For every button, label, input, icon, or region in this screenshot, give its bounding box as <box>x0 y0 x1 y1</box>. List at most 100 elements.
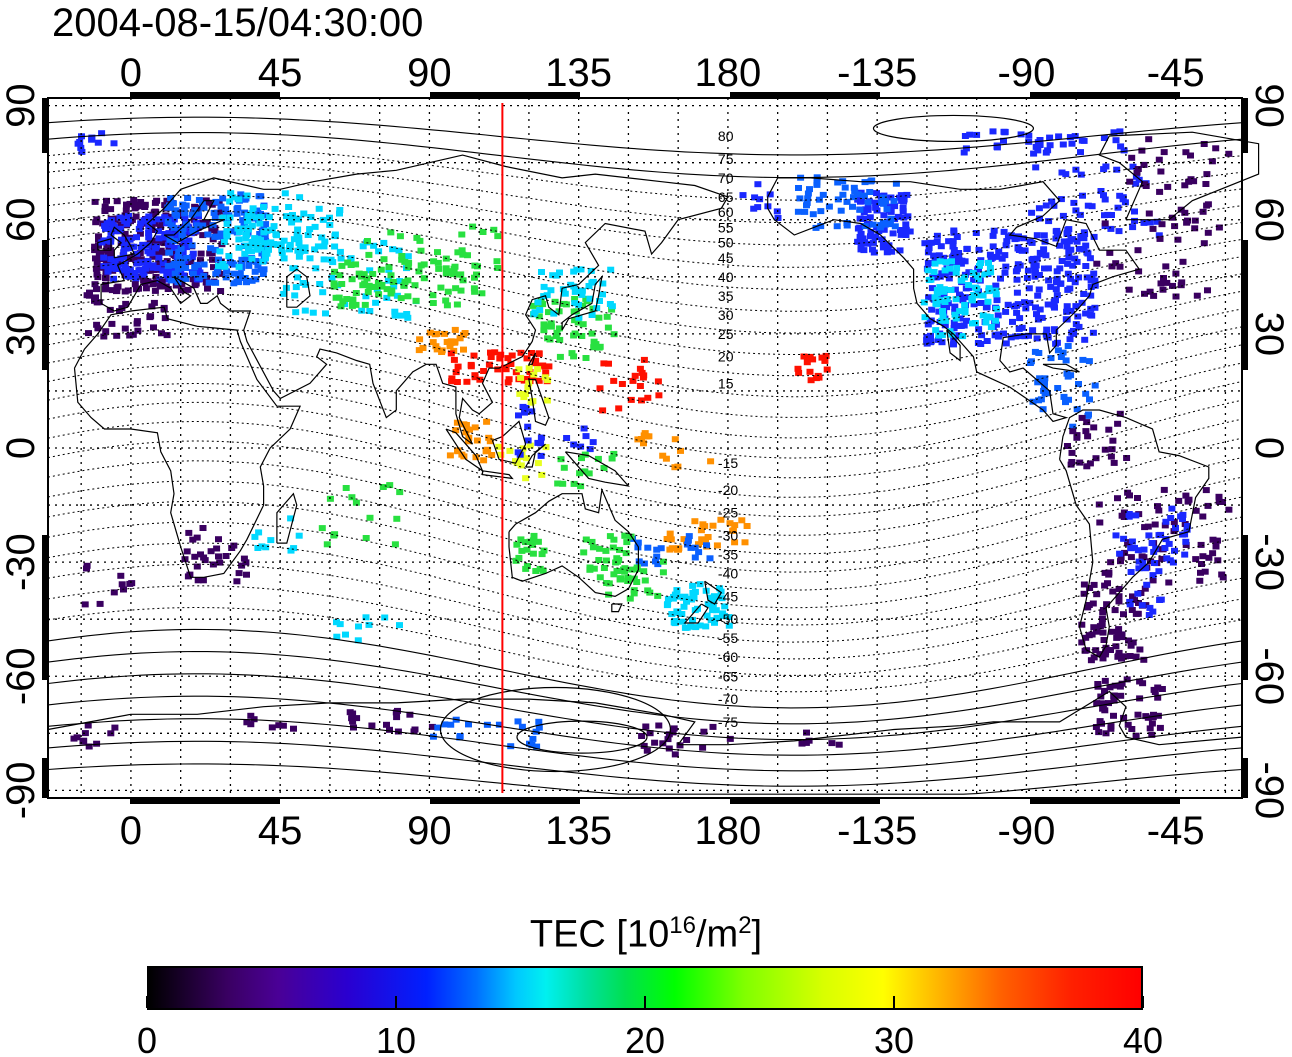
tec-cell <box>1151 689 1159 695</box>
tec-cell <box>150 324 157 331</box>
tec-cell <box>1131 544 1138 551</box>
tec-cell <box>1108 263 1116 270</box>
tec-cell <box>986 314 994 321</box>
mlat-contour <box>47 740 1243 787</box>
tec-cell <box>663 536 671 542</box>
tec-cell <box>560 464 568 471</box>
tec-cell <box>235 244 243 251</box>
tec-cell <box>490 226 498 233</box>
tec-cell <box>1127 642 1135 649</box>
tec-cell <box>118 581 126 588</box>
tec-cell <box>1060 238 1068 245</box>
tec-cell <box>807 377 815 384</box>
tec-cell <box>413 234 421 241</box>
tec-cell <box>215 263 222 270</box>
tec-cell <box>587 267 595 274</box>
tec-cell <box>458 247 466 254</box>
tec-cell <box>235 570 243 577</box>
tec-cell <box>1033 335 1041 342</box>
tec-cell <box>1057 196 1065 203</box>
tec-cell <box>950 252 958 259</box>
tec-cell <box>1116 410 1124 417</box>
tec-cell <box>478 290 486 297</box>
tec-cell <box>1107 453 1115 460</box>
tec-cell <box>796 195 804 202</box>
tec-cell <box>702 623 710 630</box>
tec-cell <box>581 468 589 475</box>
tec-cell <box>319 216 327 223</box>
tec-cell <box>687 544 695 551</box>
tec-cell <box>718 595 726 602</box>
tec-cell <box>1071 279 1079 286</box>
mlat-contour <box>47 460 1243 573</box>
tec-cell <box>849 203 856 210</box>
tec-cell <box>184 573 192 580</box>
tec-cell <box>687 623 695 630</box>
right-latitude-tick: -90 <box>1247 761 1291 819</box>
tec-cell <box>940 303 948 310</box>
tec-cell <box>864 199 872 206</box>
tec-cell <box>977 341 985 347</box>
tec-cell <box>183 548 191 555</box>
tec-cell <box>654 561 662 568</box>
tec-cell <box>1090 624 1098 631</box>
tec-cell <box>293 231 301 238</box>
tec-cell <box>1064 270 1072 277</box>
tec-cell <box>189 536 197 543</box>
tec-cell <box>456 733 464 739</box>
tec-cell <box>1191 225 1199 232</box>
tec-cell <box>725 614 733 621</box>
tec-cell <box>106 306 114 313</box>
tec-cell <box>210 209 218 216</box>
tec-cell <box>379 484 387 490</box>
tec-cell <box>148 218 156 225</box>
tec-cell <box>432 343 440 350</box>
tec-cell <box>279 722 287 729</box>
mlat-contour <box>47 401 1243 518</box>
tec-cell <box>582 355 590 361</box>
tec-cell <box>243 571 250 578</box>
tec-cell <box>1086 460 1094 467</box>
tec-cell <box>1168 505 1176 512</box>
tec-cell <box>149 253 157 260</box>
tec-cell <box>166 236 174 243</box>
tec-cell <box>92 294 99 301</box>
tec-cell <box>638 733 646 739</box>
tec-cell <box>70 735 78 742</box>
tec-cell <box>992 317 1000 324</box>
tec-cell <box>1134 247 1142 254</box>
tec-cell <box>1077 149 1084 156</box>
tec-cell <box>94 325 102 332</box>
tec-cell <box>634 436 642 443</box>
tec-cell <box>1034 379 1042 386</box>
tec-cell <box>115 260 123 267</box>
tec-cell <box>1160 149 1168 156</box>
tec-cell <box>928 306 936 313</box>
tec-cell <box>600 565 608 571</box>
tec-cell <box>1087 292 1095 299</box>
bottom-edge-bar <box>1030 799 1180 804</box>
tec-cell <box>113 287 121 294</box>
tec-cell <box>1041 379 1048 386</box>
tec-cell <box>185 237 193 244</box>
tec-cell <box>493 258 501 265</box>
tec-cell <box>624 574 632 581</box>
tec-cell <box>677 447 684 454</box>
tec-cell <box>891 216 899 223</box>
tec-cell <box>606 533 614 540</box>
tec-cell <box>823 366 831 373</box>
tec-cell <box>580 425 588 432</box>
tec-cell <box>1110 697 1118 704</box>
tec-cell <box>247 721 255 728</box>
tec-cell <box>800 353 808 360</box>
tec-cell <box>896 247 904 254</box>
tec-cell <box>1154 503 1161 510</box>
tec-cell <box>1092 647 1100 654</box>
tec-cell <box>699 521 707 528</box>
tec-cell <box>93 216 101 223</box>
tec-cell <box>233 206 241 213</box>
tec-cell <box>875 228 883 235</box>
tec-cell <box>1116 550 1124 557</box>
tec-cell <box>102 286 109 293</box>
tec-cell <box>178 281 186 288</box>
